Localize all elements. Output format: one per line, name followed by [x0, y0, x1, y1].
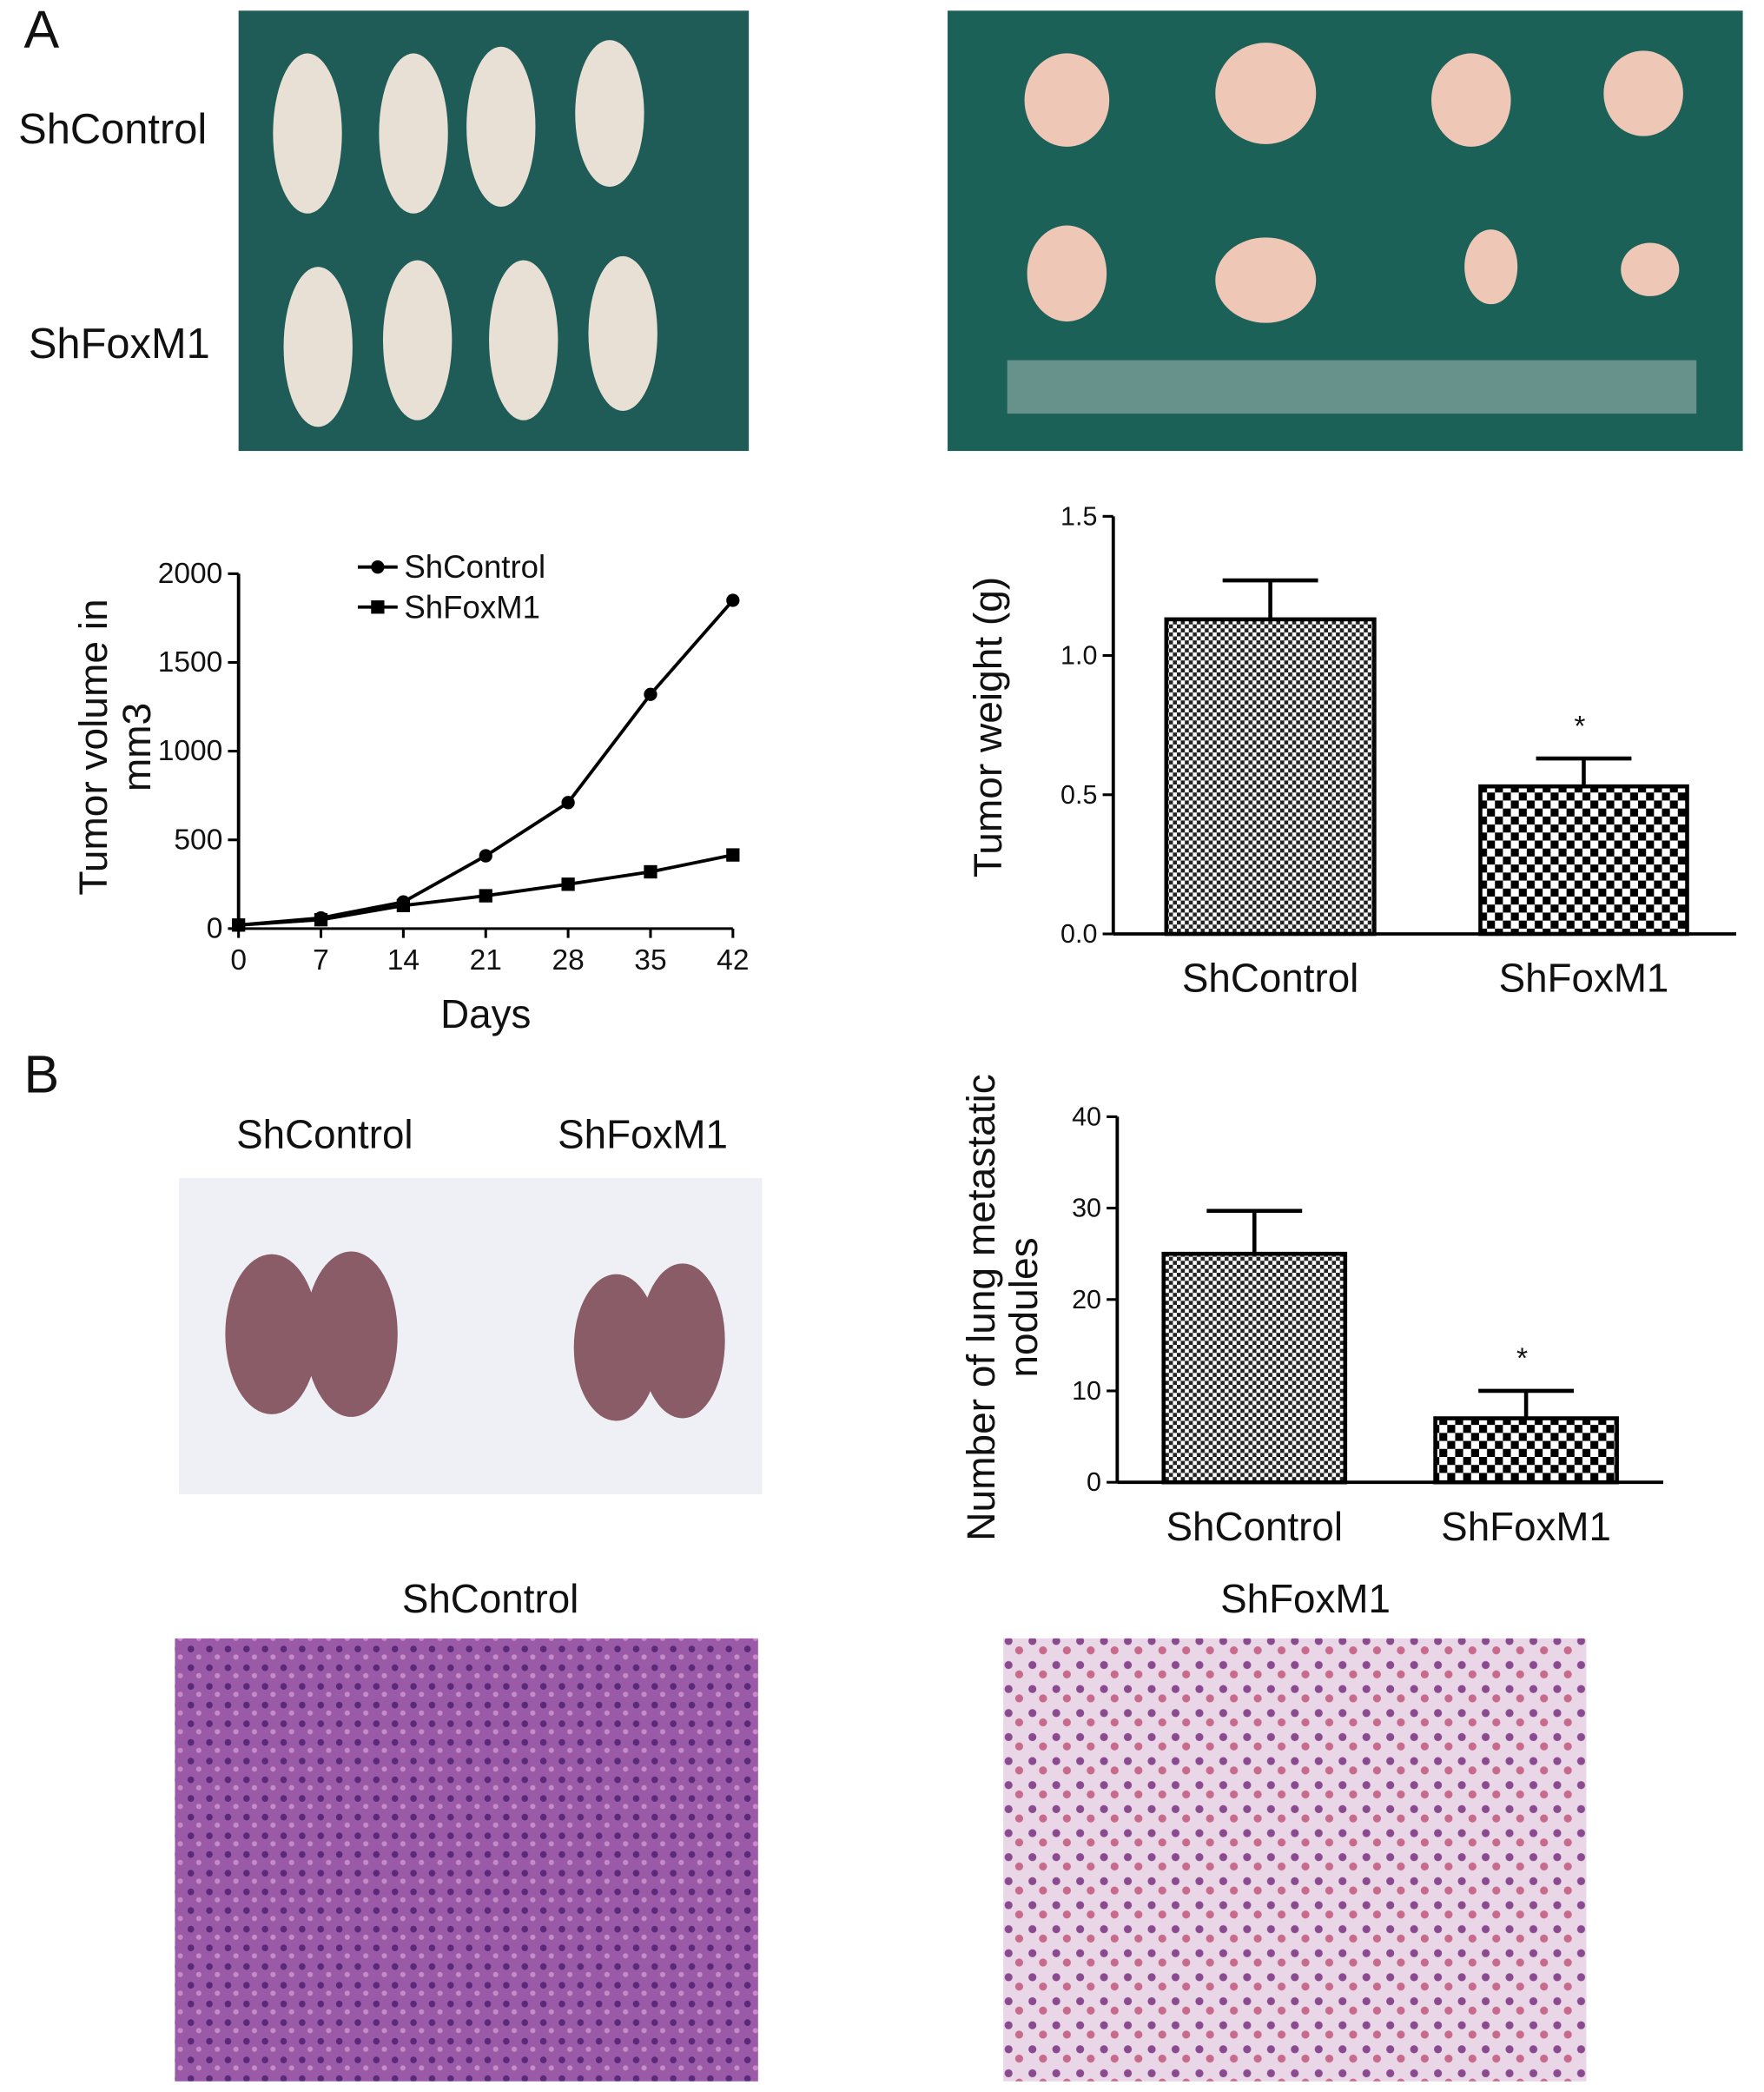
y-tick-label: 0.5 — [1060, 780, 1097, 810]
x-tick-label: 7 — [313, 944, 329, 976]
y-tick-label: 1500 — [158, 646, 223, 679]
x-tick-label: ShControl — [1182, 956, 1358, 1001]
marker — [396, 898, 411, 912]
y-tick-label: 0 — [1087, 1467, 1101, 1497]
photo-label: ShControl — [402, 1576, 578, 1621]
significance-mark: * — [1574, 711, 1585, 743]
marker — [561, 796, 575, 810]
series-line — [238, 599, 735, 927]
marker — [726, 848, 740, 862]
photo-label: ShControl — [18, 106, 207, 153]
y-tick-label: 30 — [1072, 1194, 1101, 1223]
y-axis-label: Tumor volume in — [70, 599, 116, 895]
mice — [273, 40, 657, 427]
y-axis-label: nodules — [1001, 1237, 1046, 1377]
legend-label: ShFoxM1 — [404, 589, 540, 625]
bar — [1433, 1416, 1619, 1485]
photo-label: ShControl — [236, 1111, 413, 1156]
histology-photo — [175, 1638, 758, 2082]
marker — [479, 849, 492, 863]
x-axis-label: Days — [440, 991, 531, 1036]
photo-label: ShFoxM1 — [1220, 1576, 1391, 1621]
panel-label: A — [23, 0, 59, 59]
y-tick-label: 20 — [1072, 1285, 1101, 1314]
y-axis-label: Number of lung metastatic — [958, 1074, 1003, 1541]
x-tick-label: ShControl — [1166, 1504, 1343, 1549]
y-tick-label: 2000 — [158, 558, 223, 590]
y-tick-label: 1.0 — [1060, 640, 1097, 670]
ruler — [1007, 360, 1697, 414]
significance-mark: * — [1516, 1343, 1528, 1375]
marker — [232, 918, 246, 932]
lungs — [225, 1251, 725, 1421]
legend-marker — [371, 560, 385, 574]
y-tick-label: 0 — [207, 912, 223, 944]
y-axis-label: mm3 — [114, 703, 159, 791]
bar — [1164, 617, 1377, 937]
x-tick-label: 35 — [634, 944, 666, 976]
x-tick-label: 42 — [717, 944, 749, 976]
marker — [479, 889, 492, 903]
y-tick-label: 500 — [174, 824, 222, 856]
x-tick-label: ShFoxM1 — [1441, 1504, 1611, 1549]
x-tick-label: ShFoxM1 — [1499, 956, 1669, 1001]
y-axis-label: Tumor weight (g) — [965, 577, 1010, 877]
x-tick-label: 21 — [470, 944, 502, 976]
tumors — [1024, 43, 1683, 323]
y-tick-label: 1000 — [158, 735, 223, 767]
y-tick-label: 1.5 — [1060, 501, 1097, 531]
y-tick-label: 0.0 — [1060, 919, 1097, 949]
x-tick-label: 28 — [552, 944, 584, 976]
marker — [644, 864, 657, 879]
marker — [644, 687, 657, 701]
marker — [561, 877, 575, 891]
marker — [726, 593, 740, 607]
bar — [1161, 1251, 1348, 1485]
x-tick-label: 14 — [387, 944, 420, 976]
y-tick-label: 10 — [1072, 1376, 1101, 1406]
bar — [1478, 784, 1689, 937]
panel-label: B — [23, 1044, 59, 1103]
photo-label: ShFoxM1 — [558, 1111, 728, 1156]
histology-photo — [1003, 1638, 1587, 2082]
x-tick-label: 0 — [230, 944, 247, 976]
y-tick-label: 40 — [1072, 1102, 1101, 1131]
legend-marker — [371, 600, 385, 614]
photo-label: ShFoxM1 — [29, 321, 210, 367]
marker — [314, 912, 328, 927]
legend-label: ShControl — [404, 549, 545, 585]
